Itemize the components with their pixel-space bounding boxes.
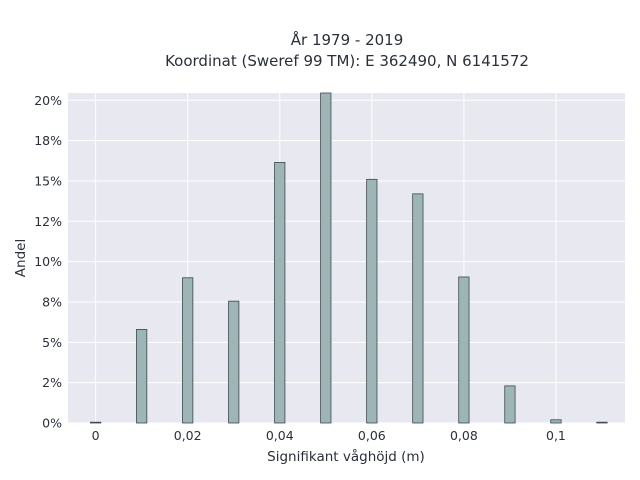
bar: [412, 193, 424, 424]
bar: [504, 385, 516, 424]
y-tick-label: 12%: [34, 214, 62, 229]
y-tick-label: 5%: [42, 335, 62, 350]
bar: [274, 161, 286, 424]
chart-title-line1: År 1979 - 2019: [291, 30, 404, 49]
bar: [320, 92, 332, 424]
chart-title-line2: Koordinat (Sweref 99 TM): E 362490, N 61…: [165, 52, 529, 70]
bars: [90, 92, 608, 424]
bar: [366, 178, 378, 424]
y-tick-label: 2%: [42, 375, 62, 390]
y-axis-ticks: 0% 2% 5% 8% 10% 12% 15% 18% 20%: [34, 93, 62, 431]
x-axis-ticks: 0 0,02 0,04 0,06 0,08 0,1: [92, 428, 566, 443]
x-tick-label: 0,04: [266, 428, 294, 443]
plot-area: [68, 93, 625, 423]
bar: [136, 329, 148, 424]
x-tick-label: 0,08: [450, 428, 478, 443]
y-tick-label: 10%: [34, 254, 62, 269]
y-tick-label: 18%: [34, 133, 62, 148]
bar: [90, 421, 102, 424]
y-tick-label: 0%: [42, 416, 62, 431]
bar: [550, 419, 562, 424]
y-tick-label: 15%: [34, 173, 62, 188]
y-tick-label: 20%: [34, 93, 62, 108]
x-tick-label: 0,1: [546, 428, 566, 443]
bar: [182, 277, 194, 424]
y-axis-label: Andel: [13, 239, 29, 277]
x-axis-label: Signifikant våghöjd (m): [267, 448, 425, 465]
bar: [596, 421, 608, 424]
bar: [458, 276, 470, 424]
x-tick-label: 0,02: [174, 428, 202, 443]
x-tick-label: 0,06: [358, 428, 386, 443]
bar: [228, 300, 240, 424]
y-tick-label: 8%: [42, 294, 62, 309]
x-tick-label: 0: [92, 428, 100, 443]
